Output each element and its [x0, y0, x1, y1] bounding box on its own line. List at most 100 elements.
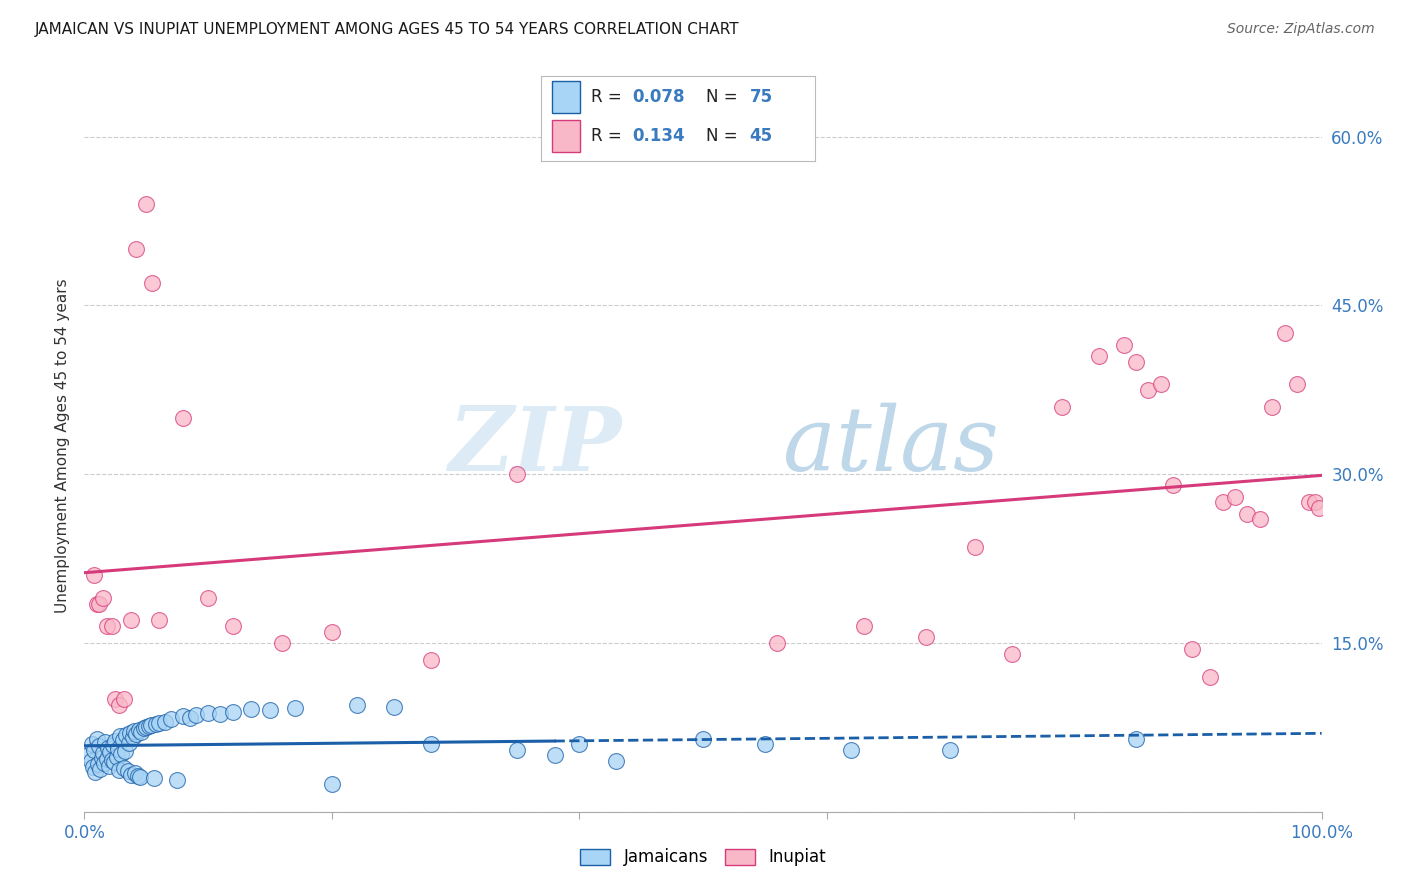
Point [1308, 500, 1330, 515]
Point [1199, 670, 1222, 684]
Point [1001, 647, 1024, 661]
Point [121, 731, 143, 745]
Point [1050, 400, 1073, 414]
Point [605, 754, 627, 768]
Point [101, 739, 124, 753]
Text: R =: R = [591, 88, 627, 106]
Point [100, 753, 122, 767]
Point [89, 739, 111, 754]
Point [86, 731, 108, 746]
Point [127, 769, 149, 783]
Point [841, 743, 863, 757]
Point [506, 743, 529, 757]
Point [128, 723, 150, 737]
Point [86, 597, 108, 611]
Point [82, 760, 104, 774]
Point [271, 636, 294, 650]
Point [120, 767, 142, 781]
Point [754, 737, 776, 751]
Point [222, 705, 245, 719]
Text: R =: R = [591, 127, 627, 145]
Text: 45: 45 [749, 127, 773, 145]
Point [117, 764, 139, 779]
Point [114, 744, 136, 758]
Point [97, 740, 120, 755]
Point [321, 624, 343, 639]
Point [98, 758, 121, 772]
Point [197, 591, 219, 605]
Point [110, 729, 132, 743]
Point [110, 747, 132, 762]
Point [122, 723, 145, 738]
Point [138, 719, 160, 733]
Text: ZIP: ZIP [449, 403, 623, 489]
Point [87, 757, 110, 772]
Point [112, 692, 135, 706]
Point [103, 755, 125, 769]
Point [1212, 495, 1234, 509]
Point [129, 770, 152, 784]
Text: 0.078: 0.078 [631, 88, 685, 106]
Point [1261, 400, 1284, 414]
Point [104, 692, 127, 706]
Point [108, 698, 131, 712]
Point [172, 410, 194, 425]
Point [222, 619, 245, 633]
Point [141, 718, 163, 732]
Point [1125, 354, 1147, 368]
Point [80, 737, 103, 751]
Point [132, 722, 155, 736]
Point [419, 653, 441, 667]
Point [852, 619, 875, 633]
Point [115, 728, 138, 742]
Point [104, 734, 127, 748]
Point [1181, 641, 1204, 656]
Point [111, 732, 134, 747]
Point [1274, 326, 1296, 341]
Text: JAMAICAN VS INUPIAT UNEMPLOYMENT AMONG AGES 45 TO 54 YEARS CORRELATION CHART: JAMAICAN VS INUPIAT UNEMPLOYMENT AMONG A… [35, 22, 740, 37]
Point [90, 750, 112, 764]
Text: 0.134: 0.134 [631, 127, 685, 145]
Point [89, 597, 111, 611]
Point [107, 741, 129, 756]
Point [124, 766, 146, 780]
Point [120, 726, 142, 740]
Point [135, 720, 157, 734]
Point [1112, 337, 1135, 351]
Point [179, 711, 201, 725]
Point [94, 735, 117, 749]
Point [148, 614, 170, 628]
Point [112, 761, 135, 775]
Text: 75: 75 [749, 88, 773, 106]
Point [79, 754, 101, 768]
Point [77, 748, 100, 763]
Point [240, 702, 263, 716]
Point [83, 568, 105, 582]
Point [83, 743, 105, 757]
Point [1298, 495, 1320, 509]
Point [125, 727, 148, 741]
Text: N =: N = [706, 127, 742, 145]
Point [91, 591, 114, 605]
Point [105, 749, 128, 764]
Point [148, 715, 170, 730]
Point [96, 752, 118, 766]
Point [145, 717, 167, 731]
Point [1150, 377, 1173, 392]
Bar [553, 81, 579, 113]
Point [141, 276, 163, 290]
Point [96, 619, 118, 633]
Point [120, 614, 142, 628]
Point [965, 541, 987, 555]
Point [84, 765, 107, 780]
Point [129, 724, 152, 739]
Point [1223, 490, 1246, 504]
Legend: Jamaicans, Inupiat: Jamaicans, Inupiat [574, 841, 832, 873]
Point [89, 762, 111, 776]
Point [93, 756, 115, 771]
Point [153, 714, 176, 729]
Point [118, 736, 141, 750]
Y-axis label: Unemployment Among Ages 45 to 54 years: Unemployment Among Ages 45 to 54 years [55, 278, 70, 614]
Text: Source: ZipAtlas.com: Source: ZipAtlas.com [1227, 22, 1375, 37]
Point [506, 467, 529, 482]
